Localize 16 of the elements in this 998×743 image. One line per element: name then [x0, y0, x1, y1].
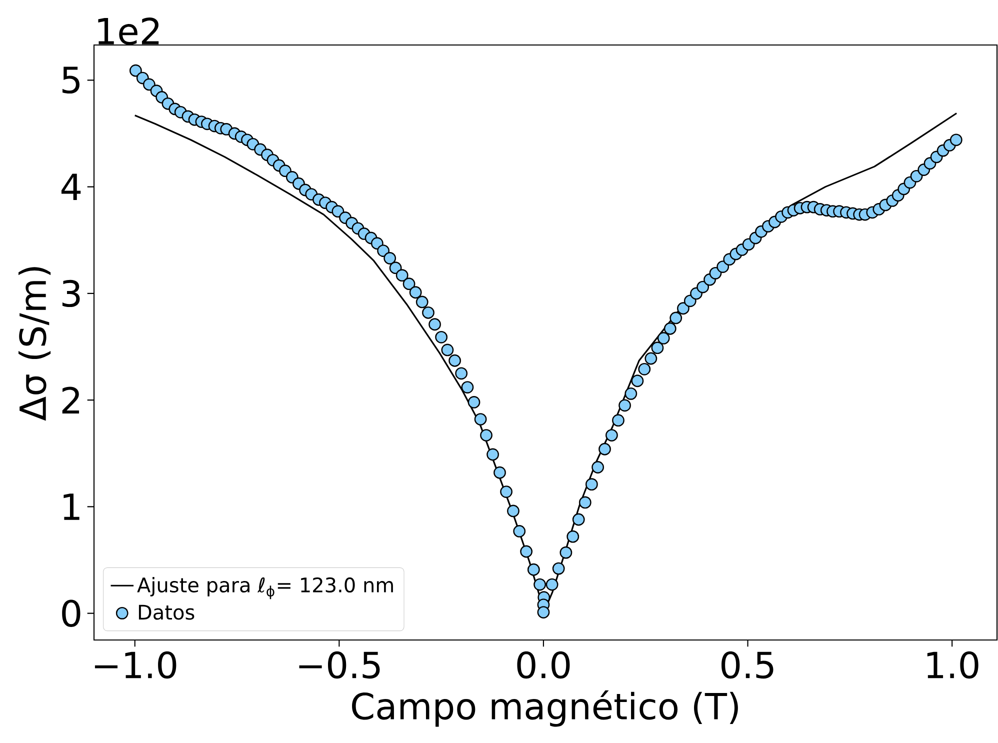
legend-label: Ajuste para ℓ$_{ϕ}$= 123.0 nm [137, 577, 393, 600]
x-tick-label: 0.5 [722, 651, 774, 679]
x-tick-label: 0.0 [517, 651, 570, 679]
y-tick-label: 4 [61, 174, 81, 200]
x-tick-label: −0.5 [299, 651, 380, 679]
y-tick-label: 0 [62, 600, 80, 627]
y-tick-label: 3 [62, 280, 80, 308]
x-tick-label: −1.0 [94, 651, 176, 679]
text: 1e2 [98, 17, 159, 45]
legend-label: Datos [138, 604, 194, 620]
y-tick-label: 1 [64, 494, 80, 520]
y-tick-label: 5 [62, 66, 80, 94]
y-axis-title: Δσ (S/m) [18, 267, 51, 421]
y-tick-label: 2 [62, 386, 80, 414]
x-tick-label: 1.0 [927, 651, 978, 679]
x-axis-title: Campo magnético (T) [352, 690, 738, 727]
